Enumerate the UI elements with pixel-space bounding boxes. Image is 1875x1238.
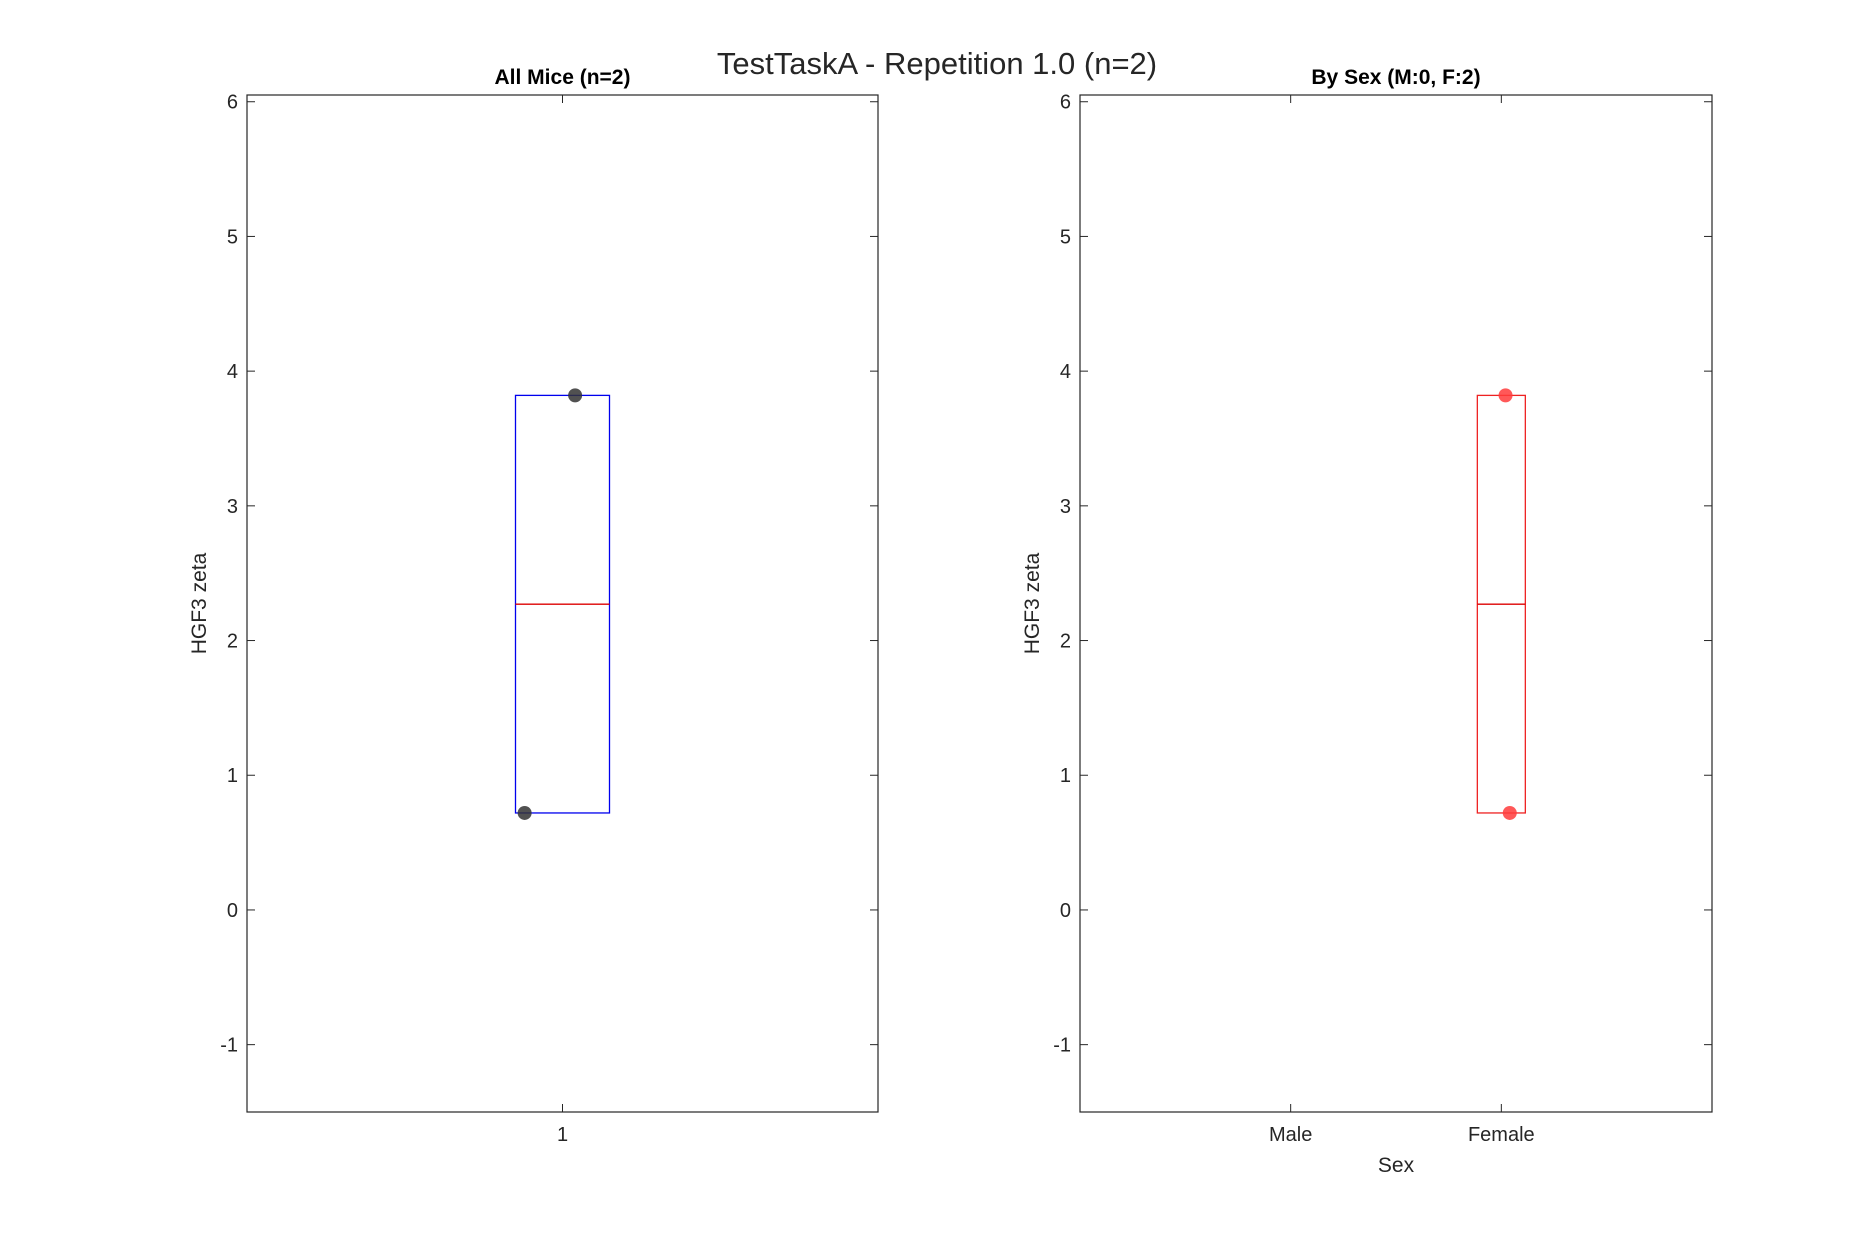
data-point bbox=[568, 388, 583, 403]
data-point bbox=[517, 805, 532, 820]
y-tick-label: -1 bbox=[1053, 1035, 1071, 1057]
subplot-by-sex: -1 0 1 2 3 4 5 6 Male Female By Sex (M:0, F:2) HGF3… bbox=[1021, 66, 1713, 1177]
y-tick-label: 0 bbox=[1060, 900, 1071, 922]
y-tick-label: 2 bbox=[1060, 631, 1071, 653]
axes-title: By Sex (M:0, F:2) bbox=[1311, 66, 1480, 89]
y-tick-label: 3 bbox=[227, 496, 238, 518]
y-tick-label: 1 bbox=[227, 765, 238, 787]
y-tick-label: 4 bbox=[1060, 361, 1071, 383]
subplot-all-mice: -1 0 1 2 3 4 5 6 1 All Mice (n=2) HGF3 zeta bbox=[188, 66, 879, 1146]
y-axis-label: HGF3 zeta bbox=[188, 552, 211, 654]
y-tick-label: -1 bbox=[220, 1035, 238, 1057]
y-tick-label: 5 bbox=[1060, 226, 1071, 248]
axes-frame bbox=[246, 94, 879, 1113]
y-tick-label: 3 bbox=[1060, 496, 1071, 518]
y-tick-label: 4 bbox=[227, 361, 238, 383]
y-tick-label: 0 bbox=[227, 900, 238, 922]
x-tick-label: Male bbox=[1269, 1124, 1312, 1146]
y-tick-label: 2 bbox=[227, 631, 238, 653]
data-point bbox=[1498, 388, 1513, 403]
x-tick-label: Female bbox=[1468, 1124, 1535, 1146]
axes-title: All Mice (n=2) bbox=[495, 66, 631, 89]
figure-title: TestTaskA - Repetition 1.0 (n=2) bbox=[717, 46, 1157, 81]
y-tick-label: 6 bbox=[227, 92, 238, 114]
y-tick-label: 6 bbox=[1060, 92, 1071, 114]
y-tick-label: 1 bbox=[1060, 765, 1071, 787]
y-axis-label: HGF3 zeta bbox=[1021, 552, 1044, 654]
data-point bbox=[1502, 805, 1517, 820]
y-tick-label: 5 bbox=[227, 226, 238, 248]
x-tick-label: 1 bbox=[557, 1124, 568, 1146]
axes-frame bbox=[1079, 94, 1713, 1113]
x-axis-label: Sex bbox=[1378, 1154, 1415, 1177]
